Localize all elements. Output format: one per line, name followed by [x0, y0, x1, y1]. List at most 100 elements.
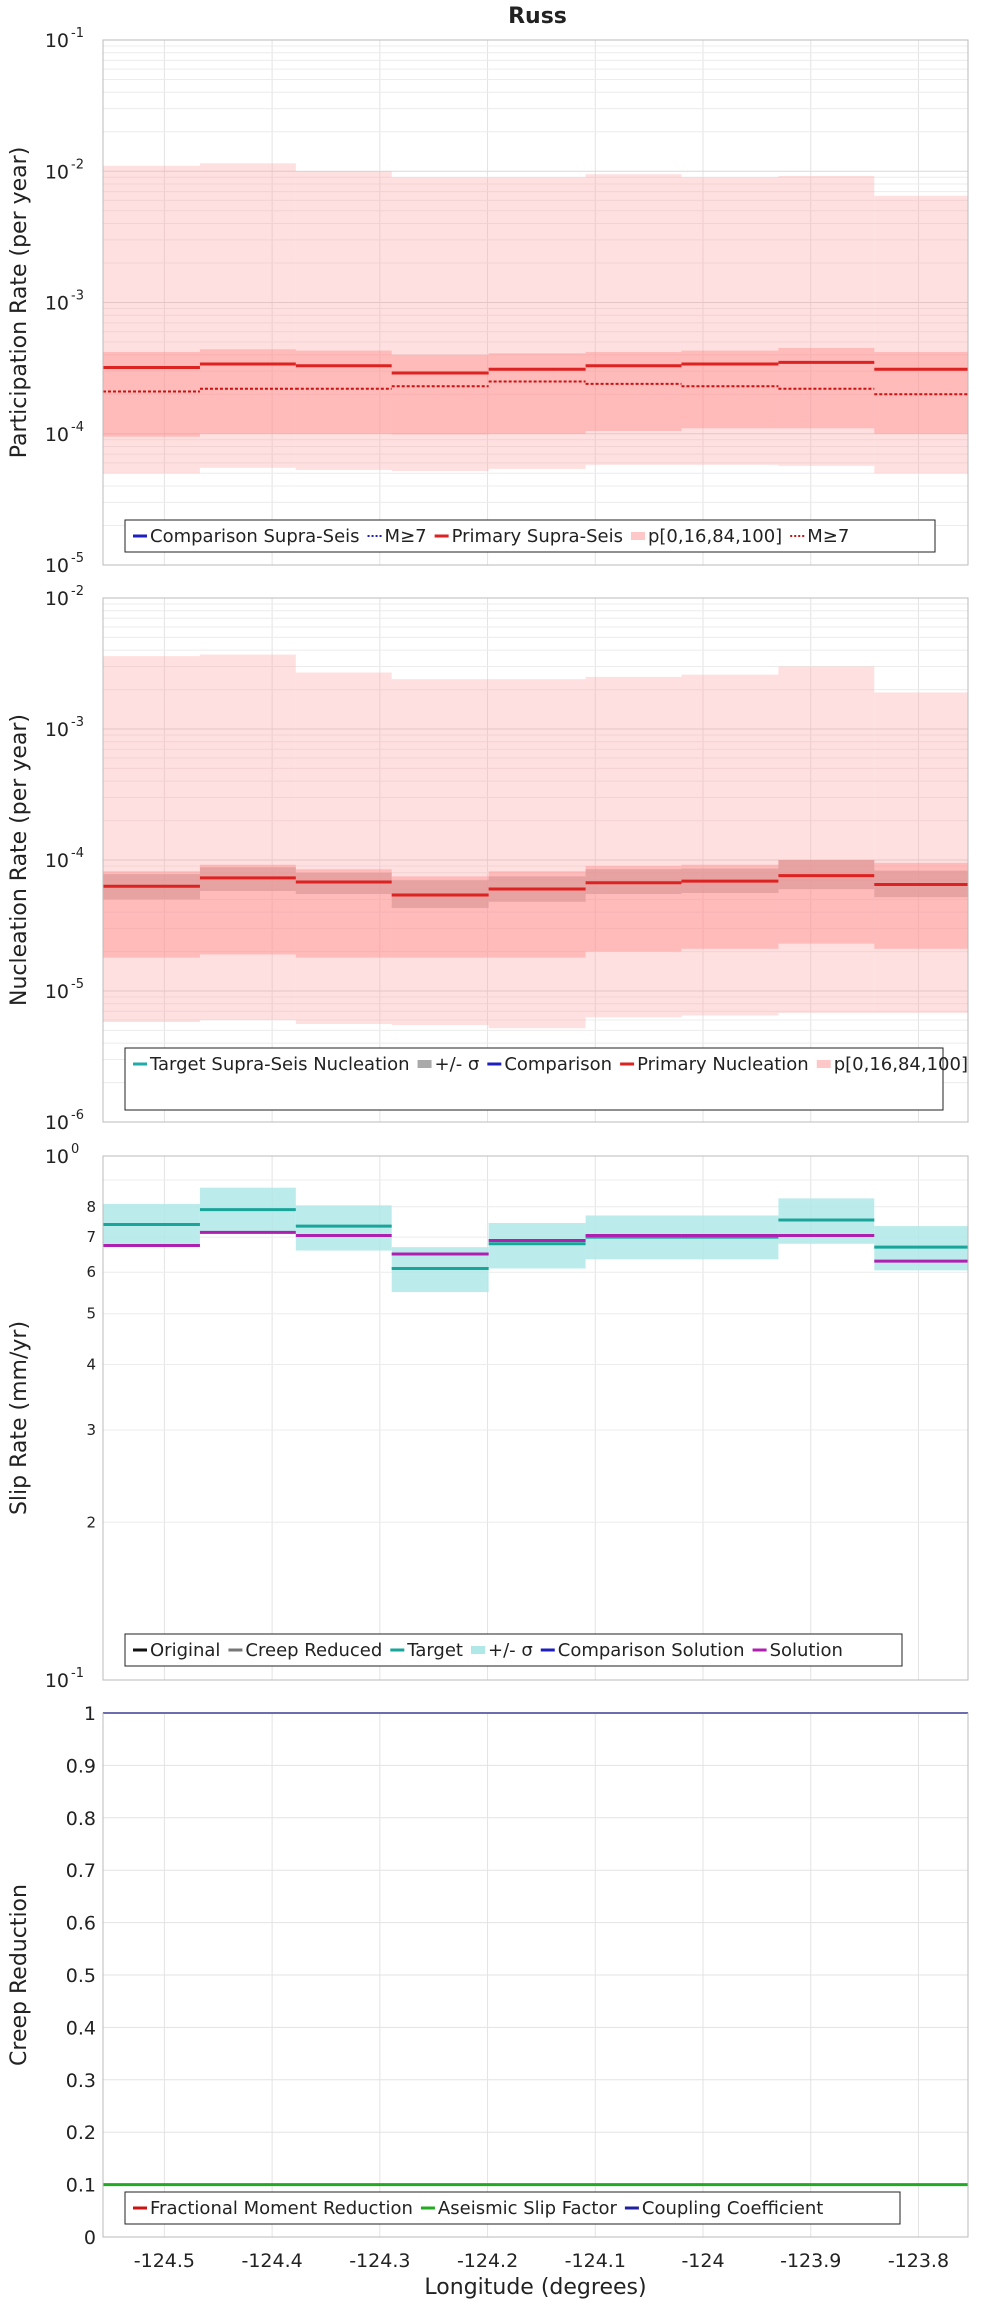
x-tick-label: -124.4 — [241, 2250, 302, 2272]
y-minor-tick-label: 2 — [86, 1513, 96, 1531]
series-1-3-band-outer — [488, 177, 586, 469]
y-tick-label: 10 — [45, 424, 69, 446]
series-1-3-band-outer — [778, 176, 875, 466]
y-tick-label: 0.4 — [66, 2017, 96, 2039]
legend-swatch — [470, 1646, 485, 1654]
chart-title: Russ — [508, 4, 567, 29]
y-axis-label: Nucleation Rate (per year) — [7, 714, 32, 1006]
y-tick-label: 10 — [45, 1146, 69, 1168]
y-axis-label: Creep Reduction — [7, 1884, 32, 2066]
legend-box — [124, 1633, 903, 1667]
series-1-3-band-outer — [874, 195, 968, 474]
y-tick-exponent: 0 — [71, 1142, 79, 1157]
legend-entry: M≥7 — [385, 526, 427, 547]
y-tick-label: 10 — [45, 719, 69, 741]
legend-entry: Comparison Supra-Seis — [150, 526, 360, 547]
series-2-4-band-inner — [488, 871, 586, 958]
y-tick-exponent: -2 — [71, 157, 84, 172]
y-minor-tick-label: 4 — [86, 1356, 96, 1374]
legend-entry: +/- σ — [435, 1054, 480, 1075]
y-minor-tick-label: 8 — [86, 1198, 96, 1216]
series-1-3-band-outer — [103, 165, 200, 474]
y-tick-label: 0.7 — [66, 1860, 96, 1882]
legend-entry: Fractional Moment Reduction — [150, 2198, 413, 2219]
legend-entry: Comparison Solution — [558, 1640, 745, 1661]
legend: Original Creep Reduced Target +/- σ Comparis… — [124, 1633, 903, 1667]
series-1-3-band-inner — [874, 351, 968, 434]
y-tick-exponent: -1 — [71, 1666, 84, 1681]
y-tick-label: 10 — [45, 981, 69, 1003]
series-1-3-band-outer — [199, 163, 296, 468]
y-tick-exponent: -5 — [71, 977, 84, 992]
legend-entry: Primary Nucleation — [637, 1054, 809, 1075]
x-tick-label: -123.8 — [888, 2250, 949, 2272]
y-minor-tick-label: 6 — [86, 1263, 96, 1281]
legend-entry: p[0,16,84,100] — [648, 526, 782, 547]
y-tick-exponent: -6 — [71, 1108, 84, 1123]
series-2-4-band-inner — [391, 876, 489, 958]
series-2-4-band-outer — [778, 666, 875, 1013]
series-2-4-band-outer — [585, 676, 682, 1018]
series-2-4-band-outer — [391, 679, 489, 1026]
y-tick-label: 10 — [45, 293, 69, 315]
y-tick-label: 0.5 — [66, 1965, 96, 1987]
legend-entry: +/- σ — [488, 1640, 533, 1661]
series-1-3-band-inner — [199, 349, 296, 434]
series-2-4-band-outer — [681, 674, 779, 1016]
series-2-4-band-inner — [199, 864, 296, 955]
legend: Target Supra-Seis Nucleation +/- σ Compari… — [124, 1047, 968, 1111]
legend-entry: p[0,16,84,100] — [834, 1054, 968, 1075]
y-tick-exponent: -5 — [71, 551, 84, 566]
legend-entry: Comparison — [504, 1054, 612, 1075]
series-2-4-band-outer — [488, 679, 586, 1029]
y-tick-exponent: -3 — [71, 715, 84, 730]
x-tick-label: -123.9 — [780, 2250, 841, 2272]
series-2-4-band-inner — [585, 865, 682, 952]
plot-frame — [102, 597, 969, 1123]
y-tick-label: 10 — [45, 588, 69, 610]
legend-entry: Target Supra-Seis Nucleation — [149, 1054, 410, 1075]
legend-box — [124, 1047, 944, 1111]
x-tick-label: -124.3 — [349, 2250, 410, 2272]
x-axis-label: Longitude (degrees) — [424, 2275, 646, 2300]
y-tick-exponent: -3 — [71, 289, 84, 304]
legend-swatch — [417, 1060, 432, 1068]
y-tick-exponent: -4 — [71, 846, 84, 861]
series-2-4-band-outer — [295, 672, 392, 1024]
y-axis-label: Participation Rate (per year) — [7, 147, 32, 459]
legend-swatch — [816, 1060, 831, 1068]
y-tick-label: 1 — [84, 1703, 96, 1725]
y-tick-label: 10 — [45, 850, 69, 872]
legend-entry: Coupling Coefficient — [642, 2198, 823, 2219]
x-tick-label: -124.1 — [565, 2250, 626, 2272]
y-tick-label: 10 — [45, 1112, 69, 1134]
series-2-4-band-outer — [874, 692, 968, 1013]
y-tick-exponent: -2 — [71, 584, 84, 599]
series-1-3-band-outer — [681, 177, 779, 465]
legend: Fractional Moment Reduction Aseismic Slip… — [124, 2191, 901, 2225]
y-tick-exponent: -1 — [71, 26, 84, 41]
legend-entry: Creep Reduced — [245, 1640, 382, 1661]
legend: Comparison Supra-Seis M≥7 Primary Supra-Se… — [124, 519, 936, 553]
y-tick-label: 10 — [45, 30, 69, 52]
y-tick-label: 0.1 — [66, 2175, 96, 2197]
series-1-3-band-inner — [103, 351, 200, 437]
legend-entry: M≥7 — [807, 526, 849, 547]
y-minor-tick-label: 7 — [86, 1228, 96, 1246]
series-2-4-band-inner — [778, 860, 875, 944]
series-1-3-band-inner — [488, 353, 586, 434]
y-minor-tick-label: 3 — [86, 1421, 96, 1439]
legend-entry: Solution — [770, 1640, 843, 1661]
plot-frame — [102, 1712, 969, 2238]
y-tick-label: 0.2 — [66, 2122, 96, 2144]
x-tick-label: -124 — [681, 2250, 724, 2272]
y-tick-label: 0.3 — [66, 2070, 96, 2092]
series-3-3-band — [488, 1222, 586, 1269]
legend-entry: Target — [406, 1640, 463, 1661]
y-tick-label: 10 — [45, 555, 69, 577]
y-tick-label: 0 — [84, 2227, 96, 2249]
